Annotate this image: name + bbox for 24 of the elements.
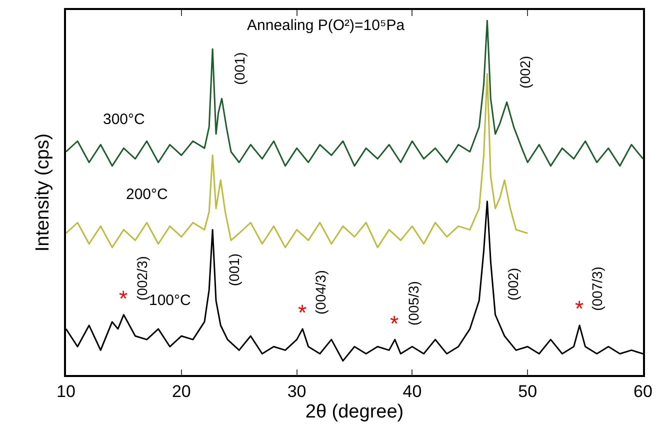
series-label: 200°C xyxy=(126,186,168,203)
x-tick-label: 40 xyxy=(402,382,422,402)
annotation: * xyxy=(119,286,128,311)
x-tick-label: 60 xyxy=(634,382,652,402)
annotation: (002/3) xyxy=(134,256,150,300)
annotation: (005/3) xyxy=(405,281,422,326)
annotation: * xyxy=(575,296,584,321)
series-label: 300°C xyxy=(103,111,146,128)
annotation: (007/3) xyxy=(589,266,606,311)
x-tick-label: 30 xyxy=(287,382,306,402)
x-tick-label: 10 xyxy=(56,382,76,402)
x-tick-label: 20 xyxy=(172,382,191,402)
annotation: * xyxy=(298,300,307,325)
y-axis-title: Intensity (cps) xyxy=(32,133,54,252)
annotation: (002) xyxy=(517,56,534,88)
annotation: * xyxy=(390,311,399,336)
x-tick-label: 50 xyxy=(518,382,538,402)
annotation: (001) xyxy=(232,52,248,85)
annotation: (002) xyxy=(505,268,522,301)
x-axis-title: 2θ (degree) xyxy=(305,401,404,422)
series-label: 100°C xyxy=(149,292,192,309)
annotation: (004/3) xyxy=(312,270,329,314)
chart-title: Annealing P(O²)=10⁵Pa xyxy=(247,17,406,34)
annotation: (001) xyxy=(226,253,242,286)
